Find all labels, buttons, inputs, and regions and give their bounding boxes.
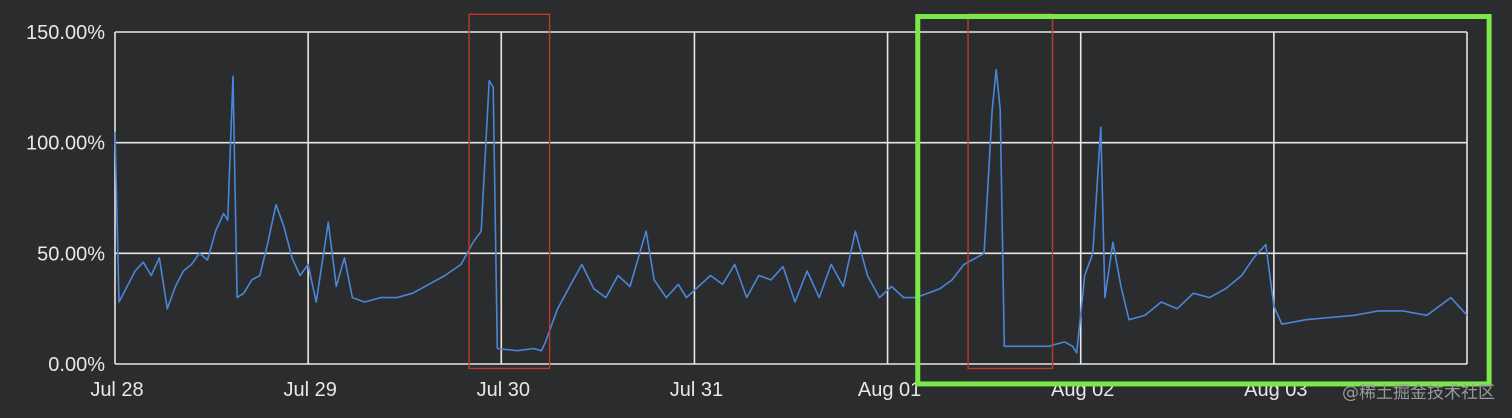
watermark-text: @稀土掘金技术社区 — [1342, 383, 1495, 403]
y-tick-label: 50.00% — [37, 243, 105, 265]
x-tick-label: Jul 31 — [670, 379, 723, 401]
x-tick-label: Jul 28 — [90, 379, 143, 401]
x-tick-label: Aug 01 — [858, 379, 921, 401]
y-tick-label: 100.00% — [26, 133, 105, 155]
y-tick-label: 0.00% — [48, 354, 105, 376]
improvement-box — [915, 14, 1492, 387]
outage-box — [468, 13, 551, 370]
x-tick-label: Jul 29 — [283, 379, 336, 401]
y-tick-label: 150.00% — [26, 22, 105, 44]
x-tick-label: Jul 30 — [477, 379, 530, 401]
series-line — [114, 68, 1468, 354]
outage-box — [967, 13, 1054, 370]
